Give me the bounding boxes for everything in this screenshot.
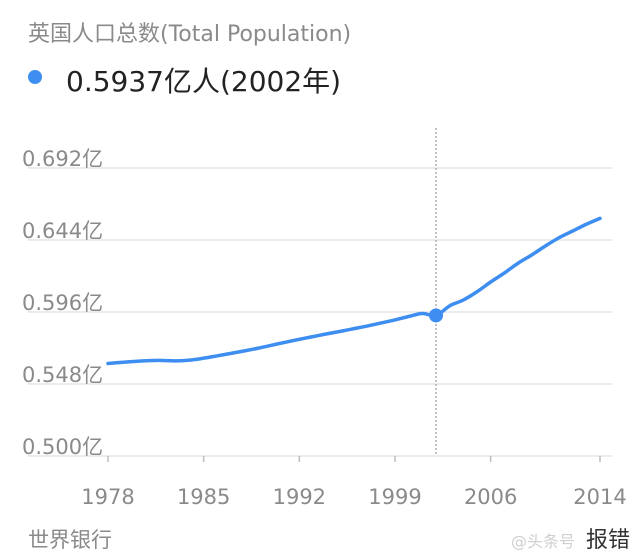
y-axis: 0.692亿 0.644亿 0.596亿 0.548亿 0.500亿	[22, 147, 103, 459]
report-button[interactable]: 报错	[585, 528, 630, 553]
y-tick-label: 0.596亿	[22, 291, 103, 315]
series-line[interactable]	[106, 216, 602, 366]
tooltip-value: 0.5937亿人(2002年)	[66, 65, 342, 98]
watermark: @头条号 报错	[511, 522, 630, 554]
source-label: 世界银行	[28, 528, 112, 552]
x-tick-label: 1978	[81, 485, 134, 509]
y-tick-label: 0.548亿	[22, 363, 103, 387]
x-tick-label: 2014	[573, 485, 626, 509]
highlight-point[interactable]	[429, 308, 443, 323]
x-tick-label: 1985	[177, 485, 230, 509]
series-marker-icon	[28, 70, 42, 84]
grid-lines	[28, 167, 612, 457]
chart-title: 英国人口总数(Total Population)	[28, 22, 352, 47]
y-tick-label: 0.644亿	[22, 219, 103, 243]
x-tick-label: 1999	[368, 485, 421, 509]
series	[106, 216, 602, 366]
x-tick-label: 2006	[464, 485, 517, 509]
x-axis: 1978 1985 1992 1999 2006 2014	[81, 456, 627, 509]
watermark-logo: @头条号	[510, 532, 575, 551]
y-tick-label: 0.500亿	[22, 435, 103, 459]
y-tick-label: 0.692亿	[22, 147, 103, 171]
x-tick-label: 1992	[273, 485, 326, 509]
